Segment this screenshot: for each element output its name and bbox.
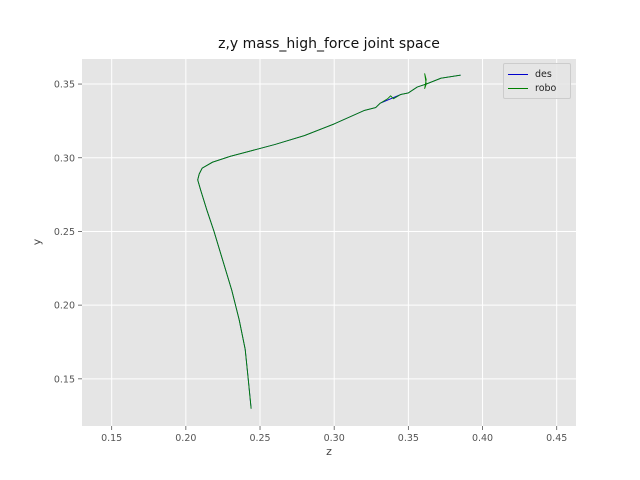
axis-ticks: 0.15 0.20 0.25 0.30 0.35 0.40 0.45 0.15 0.20 0.25… <box>54 80 567 444</box>
series-line-robo <box>197 73 461 409</box>
x-tick-label: 0.30 <box>324 433 345 444</box>
y-tick-label: 0.20 <box>54 301 75 312</box>
legend-item-des: des <box>508 67 566 81</box>
x-tick-label: 0.35 <box>398 433 419 444</box>
x-tick-label: 0.25 <box>249 433 270 444</box>
grid-lines <box>82 59 576 426</box>
y-tick-label: 0.15 <box>54 374 75 385</box>
y-axis-label: y <box>30 238 44 246</box>
legend-label-robo: robo <box>535 82 557 94</box>
legend: des robo <box>503 63 571 99</box>
legend-label-des: des <box>535 68 552 80</box>
x-tick-label: 0.40 <box>472 433 493 444</box>
legend-item-robo: robo <box>508 81 566 95</box>
x-tick-label: 0.15 <box>101 433 122 444</box>
series-layer <box>197 73 461 409</box>
y-tick-label: 0.35 <box>54 80 75 91</box>
legend-swatch-des <box>508 73 528 75</box>
y-tick-label: 0.25 <box>54 227 75 238</box>
legend-swatch-robo <box>508 87 528 89</box>
chart-title: z,y mass_high_force joint space <box>218 36 440 52</box>
x-tick-label: 0.20 <box>175 433 196 444</box>
plot-area-background <box>82 59 576 426</box>
x-tick-label: 0.45 <box>546 433 567 444</box>
y-tick-label: 0.30 <box>54 153 75 164</box>
x-axis-label: z <box>326 445 332 458</box>
